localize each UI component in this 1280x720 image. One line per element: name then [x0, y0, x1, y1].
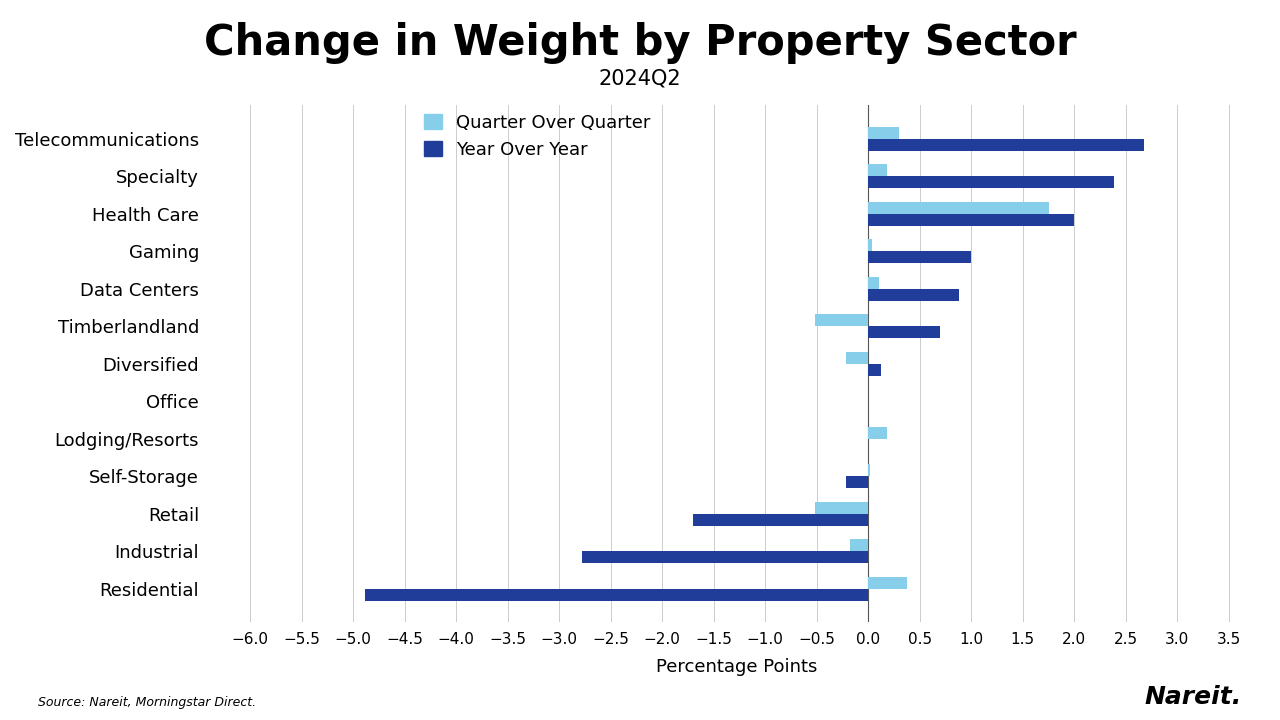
Bar — [868, 127, 900, 139]
Bar — [582, 551, 868, 563]
Bar — [868, 239, 873, 251]
Legend: Quarter Over Quarter, Year Over Year: Quarter Over Quarter, Year Over Year — [424, 114, 650, 159]
Bar — [694, 513, 868, 526]
Bar — [868, 214, 1074, 225]
Bar — [868, 427, 887, 438]
Bar — [814, 314, 868, 326]
Bar — [846, 351, 868, 364]
Bar — [814, 502, 868, 513]
Bar — [868, 364, 881, 376]
X-axis label: Percentage Points: Percentage Points — [657, 658, 818, 676]
Text: Change in Weight by Property Sector: Change in Weight by Property Sector — [204, 22, 1076, 63]
Text: Source: Nareit, Morningstar Direct.: Source: Nareit, Morningstar Direct. — [38, 696, 256, 709]
Bar — [868, 164, 887, 176]
Bar — [868, 276, 878, 289]
Bar — [366, 589, 868, 600]
Bar — [846, 476, 868, 488]
Bar — [868, 289, 959, 301]
Bar — [850, 539, 868, 551]
Bar — [868, 464, 870, 476]
Bar — [868, 577, 908, 589]
Bar — [868, 176, 1114, 188]
Bar — [868, 139, 1144, 150]
Text: 2024Q2: 2024Q2 — [599, 68, 681, 89]
Text: Nareit.: Nareit. — [1144, 685, 1242, 709]
Bar — [868, 326, 941, 338]
Bar — [868, 251, 972, 264]
Bar — [868, 202, 1048, 214]
